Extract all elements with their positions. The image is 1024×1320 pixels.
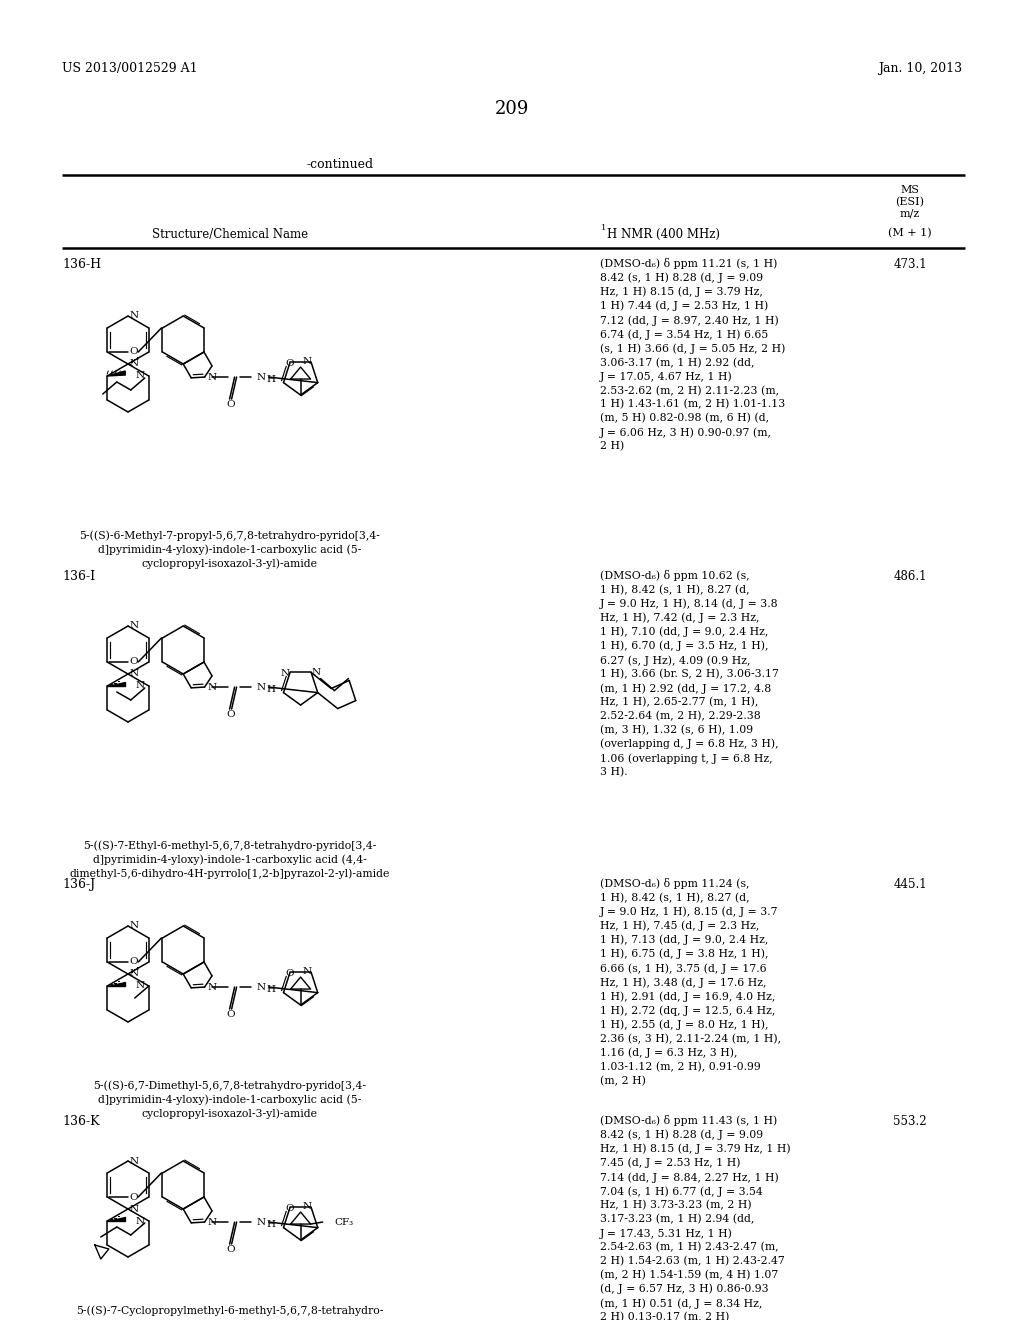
- Text: 486.1: 486.1: [893, 570, 927, 583]
- Text: H: H: [266, 375, 275, 384]
- Text: O: O: [226, 710, 234, 718]
- Text: N: N: [281, 669, 290, 678]
- Text: N: N: [130, 359, 139, 368]
- Text: O: O: [129, 957, 137, 966]
- Polygon shape: [108, 682, 125, 686]
- Text: H: H: [266, 685, 275, 693]
- Text: N: N: [130, 921, 139, 931]
- Text: 1: 1: [601, 224, 606, 232]
- Text: (ESI): (ESI): [896, 197, 925, 207]
- Text: 136-H: 136-H: [62, 257, 101, 271]
- Text: (DMSO-d₆) δ ppm 11.21 (s, 1 H)
8.42 (s, 1 H) 8.28 (d, J = 9.09
Hz, 1 H) 8.15 (d,: (DMSO-d₆) δ ppm 11.21 (s, 1 H) 8.42 (s, …: [600, 257, 785, 451]
- Text: -continued: -continued: [306, 158, 374, 172]
- Text: N: N: [208, 372, 217, 381]
- Text: O: O: [226, 1010, 234, 1019]
- Text: US 2013/0012529 A1: US 2013/0012529 A1: [62, 62, 198, 75]
- Text: N: N: [257, 1217, 266, 1226]
- Text: H: H: [266, 1220, 275, 1229]
- Text: O: O: [286, 969, 294, 978]
- Text: O: O: [129, 347, 137, 356]
- Polygon shape: [108, 1217, 125, 1221]
- Text: 5-((S)-6,7-Dimethyl-5,6,7,8-tetrahydro-pyrido[3,4-
d]pyrimidin-4-yloxy)-indole-1: 5-((S)-6,7-Dimethyl-5,6,7,8-tetrahydro-p…: [93, 1080, 367, 1118]
- Text: O: O: [129, 657, 137, 667]
- Text: N: N: [302, 356, 311, 366]
- Text: N: N: [135, 681, 144, 690]
- Text: H: H: [266, 985, 275, 994]
- Text: 473.1: 473.1: [893, 257, 927, 271]
- Text: O: O: [226, 400, 234, 409]
- Text: 209: 209: [495, 100, 529, 117]
- Text: 136-J: 136-J: [62, 878, 95, 891]
- Text: (DMSO-d₆) δ ppm 11.24 (s,
1 H), 8.42 (s, 1 H), 8.27 (d,
J = 9.0 Hz, 1 H), 8.15 (: (DMSO-d₆) δ ppm 11.24 (s, 1 H), 8.42 (s,…: [600, 878, 781, 1086]
- Text: N: N: [130, 969, 139, 978]
- Polygon shape: [108, 371, 125, 376]
- Text: Structure/Chemical Name: Structure/Chemical Name: [152, 228, 308, 242]
- Polygon shape: [108, 982, 125, 986]
- Text: O: O: [286, 359, 294, 368]
- Text: (DMSO-d₆) δ ppm 10.62 (s,
1 H), 8.42 (s, 1 H), 8.27 (d,
J = 9.0 Hz, 1 H), 8.14 (: (DMSO-d₆) δ ppm 10.62 (s, 1 H), 8.42 (s,…: [600, 570, 779, 777]
- Text: 5-((S)-7-Ethyl-6-methyl-5,6,7,8-tetrahydro-pyrido[3,4-
d]pyrimidin-4-yloxy)-indo: 5-((S)-7-Ethyl-6-methyl-5,6,7,8-tetrahyd…: [70, 840, 390, 879]
- Text: MS: MS: [900, 185, 920, 195]
- Text: O: O: [286, 1204, 294, 1213]
- Text: 136-K: 136-K: [62, 1115, 99, 1129]
- Text: H NMR (400 MHz): H NMR (400 MHz): [607, 228, 720, 242]
- Text: Jan. 10, 2013: Jan. 10, 2013: [878, 62, 962, 75]
- Text: N: N: [257, 982, 266, 991]
- Text: O: O: [226, 1245, 234, 1254]
- Text: N: N: [130, 1204, 139, 1213]
- Text: N: N: [257, 682, 266, 692]
- Text: N: N: [208, 982, 217, 991]
- Text: (DMSO-d₆) δ ppm 11.43 (s, 1 H)
8.42 (s, 1 H) 8.28 (d, J = 9.09
Hz, 1 H) 8.15 (d,: (DMSO-d₆) δ ppm 11.43 (s, 1 H) 8.42 (s, …: [600, 1115, 791, 1320]
- Text: 5-((S)-7-Cyclopropylmethyl-6-methyl-5,6,7,8-tetrahydro-
pyrido[3,4-d]pyrimidin-4: 5-((S)-7-Cyclopropylmethyl-6-methyl-5,6,…: [77, 1305, 384, 1320]
- Text: m/z: m/z: [900, 209, 921, 219]
- Text: N: N: [302, 968, 311, 975]
- Text: N: N: [135, 1217, 144, 1225]
- Text: O: O: [129, 1192, 137, 1201]
- Text: 445.1: 445.1: [893, 878, 927, 891]
- Text: N: N: [130, 622, 139, 631]
- Text: (M + 1): (M + 1): [888, 228, 932, 239]
- Text: N: N: [130, 1156, 139, 1166]
- Text: N: N: [208, 682, 217, 692]
- Text: 5-((S)-6-Methyl-7-propyl-5,6,7,8-tetrahydro-pyrido[3,4-
d]pyrimidin-4-yloxy)-ind: 5-((S)-6-Methyl-7-propyl-5,6,7,8-tetrahy…: [80, 531, 381, 569]
- Text: 136-I: 136-I: [62, 570, 95, 583]
- Text: CF₃: CF₃: [335, 1217, 353, 1226]
- Text: N: N: [311, 668, 321, 677]
- Text: 553.2: 553.2: [893, 1115, 927, 1129]
- Text: N: N: [302, 1203, 311, 1210]
- Text: N: N: [130, 669, 139, 678]
- Text: N: N: [208, 1217, 217, 1226]
- Text: N: N: [135, 371, 144, 380]
- Text: N: N: [135, 982, 144, 990]
- Text: N: N: [130, 312, 139, 321]
- Text: N: N: [257, 372, 266, 381]
